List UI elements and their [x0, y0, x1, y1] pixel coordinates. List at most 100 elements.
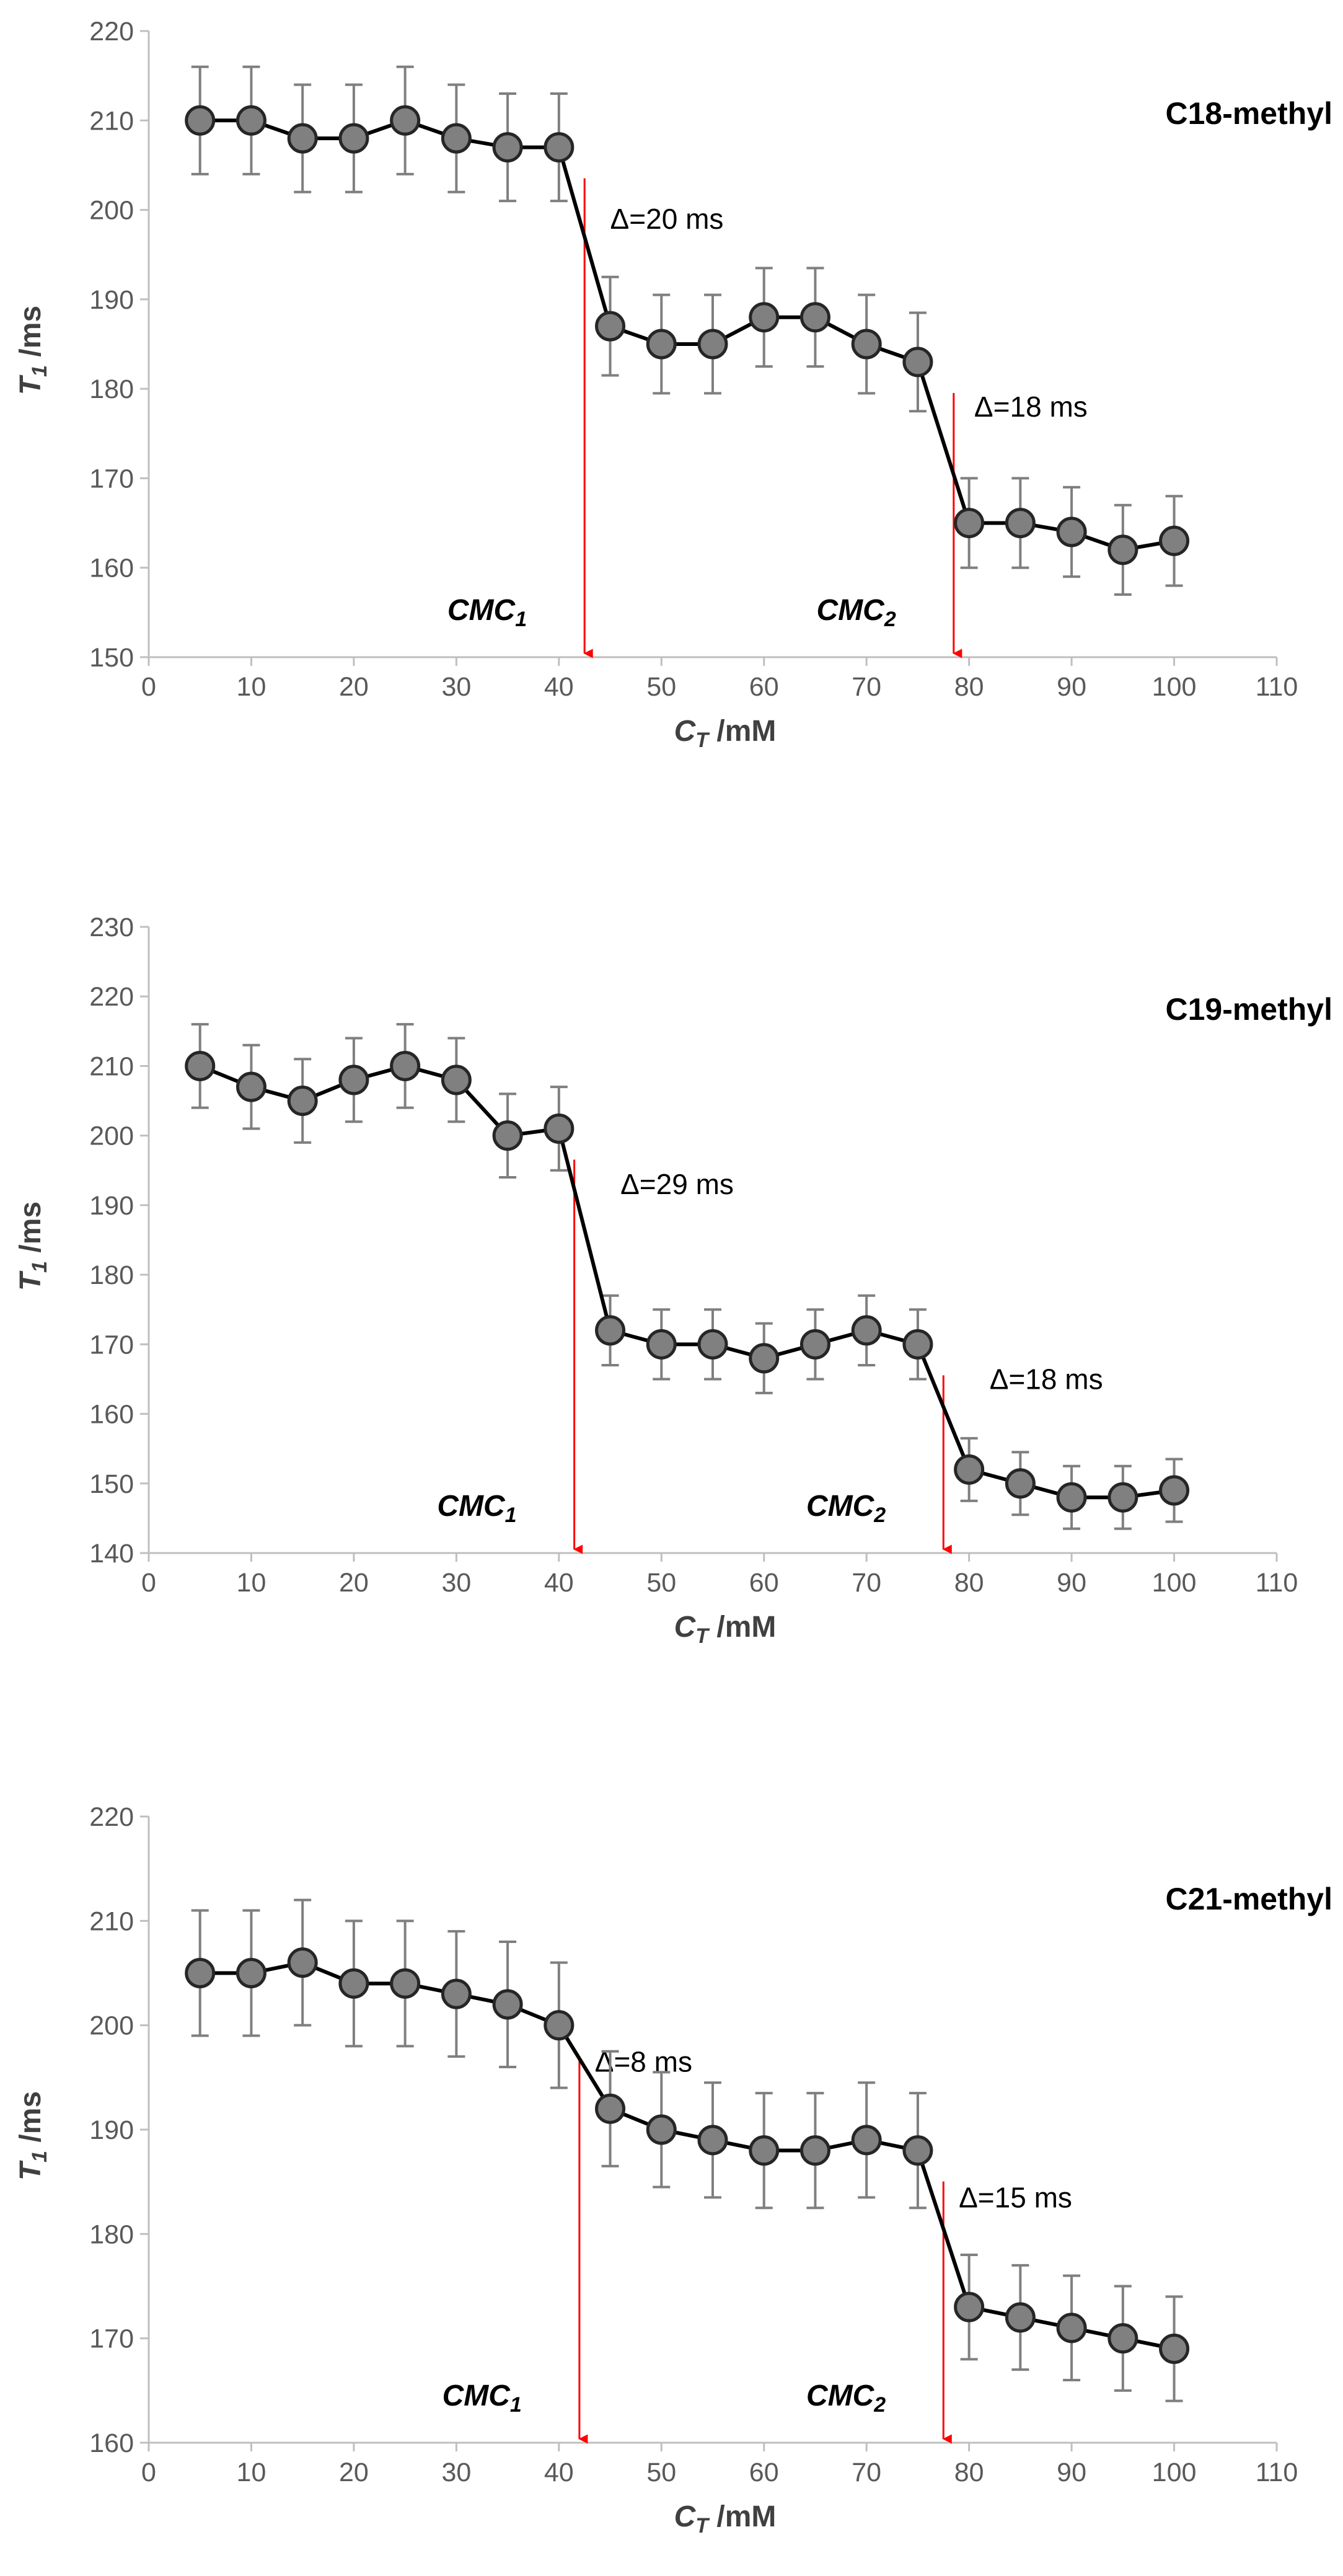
x-tick-label: 90 [1057, 1568, 1086, 1598]
series-T1 [185, 1898, 1190, 2402]
x-tick-label: 0 [141, 672, 156, 702]
chart-3: 0 10 20 30 40 50 60 70 80 90 100 110 160 170 180 190 200… [14, 1802, 1332, 2538]
y-tick-label: 170 [89, 464, 134, 494]
data-point [646, 1329, 677, 1360]
x-tick-label: 60 [749, 2458, 779, 2487]
data-point [697, 329, 728, 360]
data-point [236, 1071, 266, 1102]
data-point [1056, 516, 1087, 547]
x-tick-label: 10 [237, 2458, 266, 2487]
chart-title: C19-methyl [1165, 992, 1332, 1027]
x-tick-label: 90 [1057, 672, 1086, 702]
data-point [799, 302, 830, 333]
x-tick-label: 110 [1256, 672, 1298, 702]
data-point [390, 1050, 421, 1081]
cmc-label: CMC2 [806, 2379, 886, 2417]
data-point [390, 105, 421, 136]
chart-2: 0 10 20 30 40 50 60 70 80 90 100 110 140 150 160 170 180… [14, 913, 1332, 1648]
x-tick-label: 70 [852, 672, 881, 702]
data-point [954, 2291, 985, 2322]
cmc-label: CMC1 [443, 2379, 522, 2417]
x-tick-label: 0 [141, 1568, 156, 1598]
data-point [492, 132, 523, 163]
data-point [338, 123, 369, 154]
y-axis-title: T1 /ms [14, 306, 51, 395]
data-point [338, 1968, 369, 1999]
data-point [441, 1064, 472, 1095]
chart-title: C21-methyl [1165, 1882, 1332, 1916]
data-point [1159, 525, 1190, 556]
data-point [954, 508, 985, 539]
data-point [1107, 2323, 1138, 2354]
data-point [1005, 508, 1036, 539]
data-point [1107, 534, 1138, 565]
x-tick-label: 60 [749, 672, 779, 702]
y-tick-label: 210 [89, 1906, 134, 1936]
cmc-label: CMC2 [817, 594, 896, 631]
data-point [902, 347, 933, 378]
data-point [1056, 2313, 1087, 2344]
x-tick-label: 30 [441, 1568, 471, 1598]
y-tick-label: 220 [89, 17, 134, 46]
x-tick-label: 80 [954, 672, 984, 702]
y-tick-label: 180 [89, 1260, 134, 1290]
y-tick-label: 170 [89, 1330, 134, 1360]
x-tick-label: 30 [441, 672, 471, 702]
delta-label: Δ=15 ms [959, 2181, 1072, 2213]
data-point [799, 2135, 830, 2166]
data-point [185, 1958, 216, 1988]
series-line [199, 1064, 1174, 1500]
data-point [544, 1113, 575, 1144]
y-tick-label: 170 [89, 2324, 134, 2354]
data-point [902, 1329, 933, 1360]
x-tick-label: 30 [441, 2458, 471, 2487]
y-tick-label: 220 [89, 982, 134, 1012]
y-tick-label: 200 [89, 196, 134, 226]
data-point [749, 2135, 780, 2166]
x-tick-label: 60 [749, 1568, 779, 1598]
series-T1 [185, 1023, 1190, 1530]
chart-1: 0 10 20 30 40 50 60 70 80 90 100 110 150 160 170 180 190… [14, 17, 1332, 752]
delta-label: Δ=20 ms [610, 203, 724, 235]
data-point [697, 1329, 728, 1360]
cmc-label: CMC2 [806, 1490, 886, 1527]
data-point [595, 1315, 626, 1346]
x-tick-label: 10 [237, 1568, 266, 1598]
x-axis-title: CT /mM [674, 715, 777, 752]
x-tick-label: 90 [1057, 2458, 1086, 2487]
y-tick-label: 230 [89, 913, 134, 942]
x-tick-label: 0 [141, 2458, 156, 2487]
x-tick-label: 110 [1256, 1568, 1298, 1598]
data-point [595, 2093, 626, 2124]
x-tick-label: 80 [954, 1568, 984, 1598]
y-axis-title: T1 /ms [14, 1202, 51, 1291]
series-T1 [185, 65, 1190, 596]
y-tick-label: 190 [89, 2115, 134, 2145]
data-point [1107, 1482, 1138, 1513]
data-point [544, 2010, 575, 2041]
data-point [1159, 2334, 1190, 2364]
y-tick-label: 190 [89, 1191, 134, 1221]
data-point [236, 1958, 266, 1988]
data-point [338, 1064, 369, 1095]
x-tick-label: 20 [339, 1568, 369, 1598]
delta-label: Δ=29 ms [620, 1168, 734, 1200]
data-point [287, 1086, 318, 1117]
y-tick-label: 160 [89, 554, 134, 583]
y-tick-label: 190 [89, 285, 134, 315]
x-axis-title: CT /mM [674, 2500, 777, 2538]
data-point [697, 2125, 728, 2156]
y-tick-label: 180 [89, 374, 134, 404]
x-tick-label: 20 [339, 2458, 369, 2487]
data-point [902, 2135, 933, 2166]
data-point [1005, 2302, 1036, 2333]
x-tick-label: 70 [852, 2458, 881, 2487]
x-tick-label: 100 [1152, 2458, 1197, 2487]
cmc-label: CMC1 [447, 594, 527, 631]
y-tick-label: 150 [89, 643, 134, 673]
x-tick-label: 40 [544, 672, 574, 702]
x-tick-label: 50 [646, 2458, 676, 2487]
data-point [954, 1454, 985, 1485]
y-tick-label: 210 [89, 106, 134, 136]
